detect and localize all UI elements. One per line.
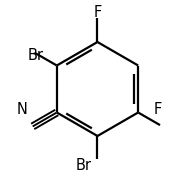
Text: F: F bbox=[93, 5, 102, 20]
Text: Br: Br bbox=[27, 48, 44, 63]
Text: Br: Br bbox=[76, 158, 92, 173]
Text: N: N bbox=[16, 101, 27, 117]
Text: F: F bbox=[153, 101, 161, 117]
